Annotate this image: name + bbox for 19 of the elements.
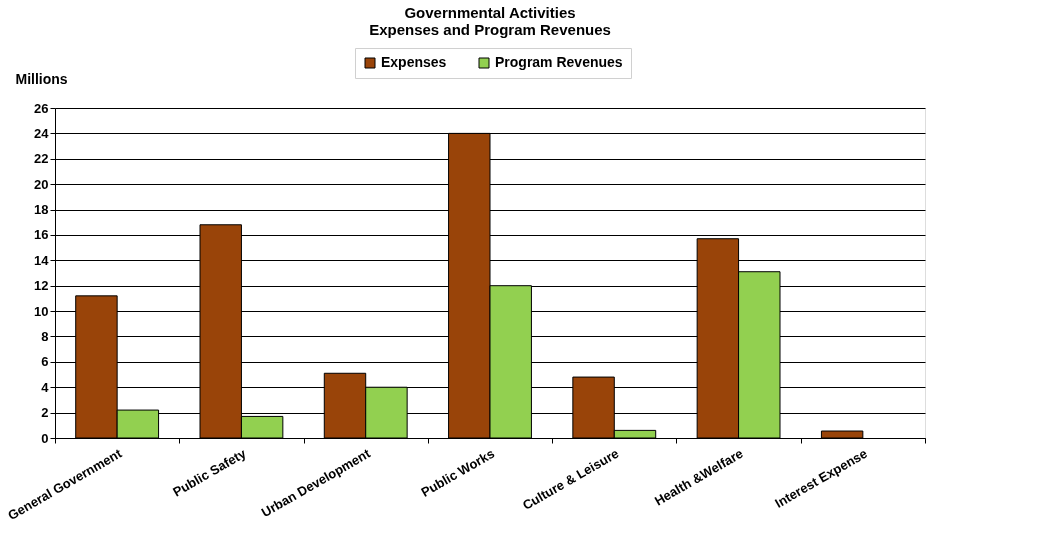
- y-tick-label: 22: [34, 151, 49, 167]
- text: Governmental Activities: [404, 3, 576, 21]
- y-tick-label: 16: [34, 227, 49, 243]
- y-tick-label: 12: [34, 278, 49, 294]
- y-tick-label: 20: [34, 176, 49, 192]
- legend-label: Program Revenues: [495, 54, 623, 70]
- y-tick-label: 4: [41, 379, 50, 395]
- text: Expenses and Program Revenues: [369, 20, 611, 38]
- y-tick-label: 0: [41, 430, 49, 446]
- y-tick-label: 18: [34, 202, 49, 218]
- y-tick-label: 24: [34, 125, 50, 141]
- y-axis-title: Millions: [15, 70, 68, 87]
- y-tick-label: 26: [34, 100, 49, 116]
- y-tick-label: 14: [34, 252, 50, 268]
- legend-label: Expenses: [381, 54, 447, 70]
- y-tick-label: 6: [41, 354, 49, 370]
- y-tick-label: 10: [34, 303, 49, 319]
- y-tick-label: 2: [41, 405, 49, 421]
- y-tick-label: 8: [41, 328, 49, 344]
